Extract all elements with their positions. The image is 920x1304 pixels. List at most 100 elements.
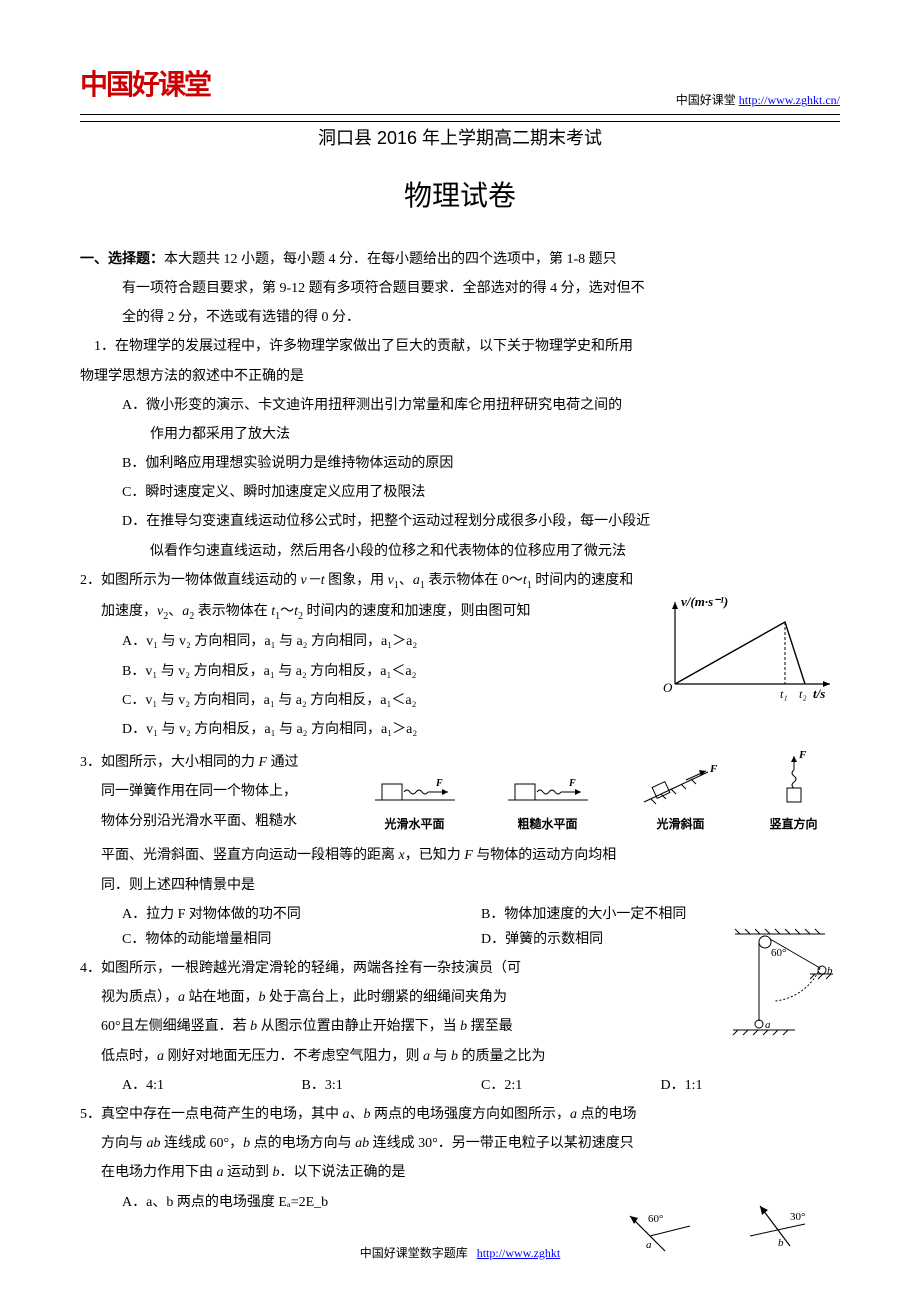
footer-url[interactable]: http://www.zghkt bbox=[477, 1246, 561, 1260]
q4-s4b: a bbox=[157, 1049, 164, 1064]
q5-s2g: 连线成 30°．另一带正电粒子以某初速度只 bbox=[369, 1136, 634, 1151]
q2-stem1: 2．如图所示为一物体做直线运动的 v－t 图象，用 v1、a1 表示物体在 0～… bbox=[80, 568, 840, 595]
q3-cap1: 光滑水平面 bbox=[370, 814, 460, 836]
q1-stem2: 物理学思想方法的叙述中不正确的是 bbox=[80, 364, 840, 389]
q5-s1c: 两点的电场强度方向如图所示， bbox=[371, 1107, 571, 1122]
q2-s1i: 时间内的速度和 bbox=[532, 573, 634, 588]
q2-s2c: 、 bbox=[168, 604, 182, 619]
q2-s1e: 、 bbox=[399, 573, 413, 588]
q3-s4a: 平面、光滑斜面、竖直方向运动一段相等的距离 bbox=[101, 848, 399, 863]
q3-fig1-F: F bbox=[435, 778, 443, 789]
section1-line3: 全的得 2 分，不选或有选错的得 0 分． bbox=[80, 305, 840, 330]
q4-s4g: 的质量之比为 bbox=[458, 1049, 546, 1064]
q2-s1g: 表示物体在 0～ bbox=[425, 573, 523, 588]
q3-s1b: F bbox=[259, 755, 268, 770]
q4-stem4: 低点时，a 刚好对地面无压力．不考虑空气阻力，则 a 与 b 的质量之比为 bbox=[80, 1044, 840, 1069]
q5-ang-a: 60° bbox=[648, 1213, 663, 1225]
header-site-label: 中国好课堂 bbox=[676, 93, 736, 107]
section1-desc1: 本大题共 12 小题，每小题 4 分．在每小题给出的四个选项中，第 1-8 题只 bbox=[164, 252, 617, 267]
q5-s3a: 在电场力作用下由 bbox=[101, 1165, 217, 1180]
q3-fig3: F 光滑斜面 bbox=[636, 762, 726, 835]
q4-s4c: 刚好对地面无压力．不考虑空气阻力，则 bbox=[164, 1049, 423, 1064]
q3-fig1: F 光滑水平面 bbox=[370, 770, 460, 835]
header-site-url[interactable]: http://www.zghkt.cn/ bbox=[739, 93, 840, 107]
q1-optD2: 似看作匀速直线运动，然后用各小段的位移之和代表物体的位移应用了微元法 bbox=[80, 539, 840, 564]
q4-s4a: 低点时， bbox=[101, 1049, 157, 1064]
q3-fig2: F 粗糙水平面 bbox=[503, 770, 593, 835]
q4-s4e: 与 bbox=[430, 1049, 451, 1064]
q5-s3e: ．以下说法正确的是 bbox=[280, 1165, 406, 1180]
q2-origin: O bbox=[663, 680, 673, 695]
q5-lab-a: a bbox=[646, 1239, 652, 1251]
q5-s2c: 连线成 60°， bbox=[161, 1136, 244, 1151]
q4-s2e: 处于高台上，此时绷紧的细绳间夹角为 bbox=[266, 990, 508, 1005]
q4-s2a: 视为质点）， bbox=[101, 990, 178, 1005]
q1-optA1: A．微小形变的演示、卡文迪许用扭秤测出引力常量和库仑用扭秤研究电荷之间的 bbox=[80, 393, 840, 418]
q5-stem1: 5．真空中存在一点电荷产生的电场，其中 a、b 两点的电场强度方向如图所示，a … bbox=[80, 1102, 840, 1127]
q1-optA2: 作用力都采用了放大法 bbox=[80, 422, 840, 447]
q2-t2: t₂ bbox=[799, 687, 807, 701]
q5-ang-b: 30° bbox=[790, 1211, 805, 1223]
q1-optC: C．瞬时速度定义、瞬时加速度定义应用了极限法 bbox=[80, 480, 840, 505]
q3-fig4: F 竖直方向 bbox=[769, 750, 819, 835]
q4-optD: D．1:1 bbox=[661, 1073, 841, 1098]
q4-optC: C．2:1 bbox=[481, 1073, 661, 1098]
q2: 2．如图所示为一物体做直线运动的 v－t 图象，用 v1、a1 表示物体在 0～… bbox=[80, 568, 840, 742]
q4-s2c: 站在地面， bbox=[185, 990, 259, 1005]
q3-fig2-F: F bbox=[568, 778, 576, 789]
q5-lab-b: b bbox=[778, 1237, 784, 1249]
q4-opts: A．4:1 B．3:1 C．2:1 D．1:1 bbox=[80, 1073, 840, 1098]
exam-title: 洞口县 2016 年上学期高二期末考试 bbox=[80, 121, 840, 154]
q5-s1b: a、b bbox=[343, 1107, 371, 1122]
q4-optB: B．3:1 bbox=[302, 1073, 482, 1098]
q2-optD: D．v₁ 与 v₂ 方向相反，a₁ 与 a₂ 方向相同，a₁＞a₂ bbox=[80, 717, 542, 742]
q5-s3b: a bbox=[217, 1165, 224, 1180]
q2-s2i: 时间内的速度和加速度，则由图可知 bbox=[303, 604, 531, 619]
q3-fig3-F: F bbox=[709, 763, 718, 775]
q4-angle: 60° bbox=[771, 947, 786, 959]
q5-s1a: 5．真空中存在一点电荷产生的电场，其中 bbox=[80, 1107, 343, 1122]
q3-optsAB: A．拉力 F 对物体做的功不同 B．物体加速度的大小一定不相同 bbox=[80, 902, 840, 927]
q3-stem1: 3．如图所示，大小相同的力 F 通过 bbox=[80, 750, 320, 775]
exam-subject: 物理试卷 bbox=[80, 172, 840, 222]
q3-cap3: 光滑斜面 bbox=[636, 814, 726, 836]
q3-fig4-F: F bbox=[798, 750, 807, 761]
section1-head: 一、选择题： bbox=[80, 252, 164, 267]
section1-line1: 一、选择题：本大题共 12 小题，每小题 4 分．在每小题给出的四个选项中，第 … bbox=[80, 247, 840, 272]
q3-stem5: 同．则上述四种情景中是 bbox=[80, 873, 840, 898]
q1-stem1: 1．在物理学的发展过程中，许多物理学家做出了巨大的贡献，以下关于物理学史和所用 bbox=[80, 334, 840, 359]
q5-s2f: ab bbox=[355, 1136, 369, 1151]
q4-stem1: 4．如图所示，一根跨越光滑定滑轮的轻绳，两端各拴有一杂技演员（可 bbox=[80, 956, 640, 981]
q4-s3a: 60°且左侧细绳竖直．若 bbox=[101, 1019, 250, 1034]
q3-optA: A．拉力 F 对物体做的功不同 bbox=[122, 902, 481, 927]
q4-s4f: b bbox=[451, 1049, 458, 1064]
q4-fig-a: a bbox=[765, 1019, 771, 1031]
q5-s3d: b bbox=[273, 1165, 280, 1180]
q3-s4c: ，已知力 bbox=[405, 848, 465, 863]
q5-s1e: 点的电场 bbox=[577, 1107, 637, 1122]
q2-optC: C．v₁ 与 v₂ 方向相同，a₁ 与 a₂ 方向相反，a₁＜a₂ bbox=[80, 688, 542, 713]
q2-s1a: 2．如图所示为一物体做直线运动的 bbox=[80, 573, 301, 588]
q5-stem3: 在电场力作用下由 a 运动到 b．以下说法正确的是 bbox=[80, 1160, 840, 1185]
q3-stem2: 同一弹簧作用在同一个物体上， bbox=[80, 779, 320, 804]
q5-s3c: 运动到 bbox=[224, 1165, 273, 1180]
q5-s2e: 点的电场方向与 bbox=[250, 1136, 355, 1151]
q3-s1a: 3．如图所示，大小相同的力 bbox=[80, 755, 259, 770]
q3: 3．如图所示，大小相同的力 F 通过 同一弹簧作用在同一个物体上， 物体分别沿光… bbox=[80, 746, 840, 952]
q4-s3e: 摆至最 bbox=[467, 1019, 513, 1034]
q5-fig: 60° a 30° b bbox=[610, 1196, 840, 1256]
q4-s4d: a bbox=[423, 1049, 430, 1064]
q3-optC: C．物体的动能增量相同 bbox=[122, 927, 481, 952]
q4-optA: A．4:1 bbox=[122, 1073, 302, 1098]
q4: 60° b a 4．如图所示，一根跨越光滑定滑轮的轻绳，两端各拴有一杂技演员（可… bbox=[80, 956, 840, 1098]
q4-stem3: 60°且左侧细绳竖直．若 b 从图示位置由静止开始摆下，当 b 摆至最 bbox=[80, 1014, 661, 1039]
q3-stem3: 物体分别沿光滑水平面、粗糙水 bbox=[80, 809, 320, 834]
q3-cap2: 粗糙水平面 bbox=[503, 814, 593, 836]
section1-line2: 有一项符合题目要求，第 9-12 题有多项符合题目要求．全部选对的得 4 分，选… bbox=[80, 276, 840, 301]
q2-s2g: ～ bbox=[280, 604, 294, 619]
q2-optA: A．v₁ 与 v₂ 方向相同，a₁ 与 a₂ 方向相同，a₁＞a₂ bbox=[80, 629, 542, 654]
q4-fig: 60° b a bbox=[725, 926, 840, 1046]
q2-s2e: 表示物体在 bbox=[194, 604, 271, 619]
q3-optB: B．物体加速度的大小一定不相同 bbox=[481, 902, 840, 927]
q3-s4d: F bbox=[464, 848, 473, 863]
